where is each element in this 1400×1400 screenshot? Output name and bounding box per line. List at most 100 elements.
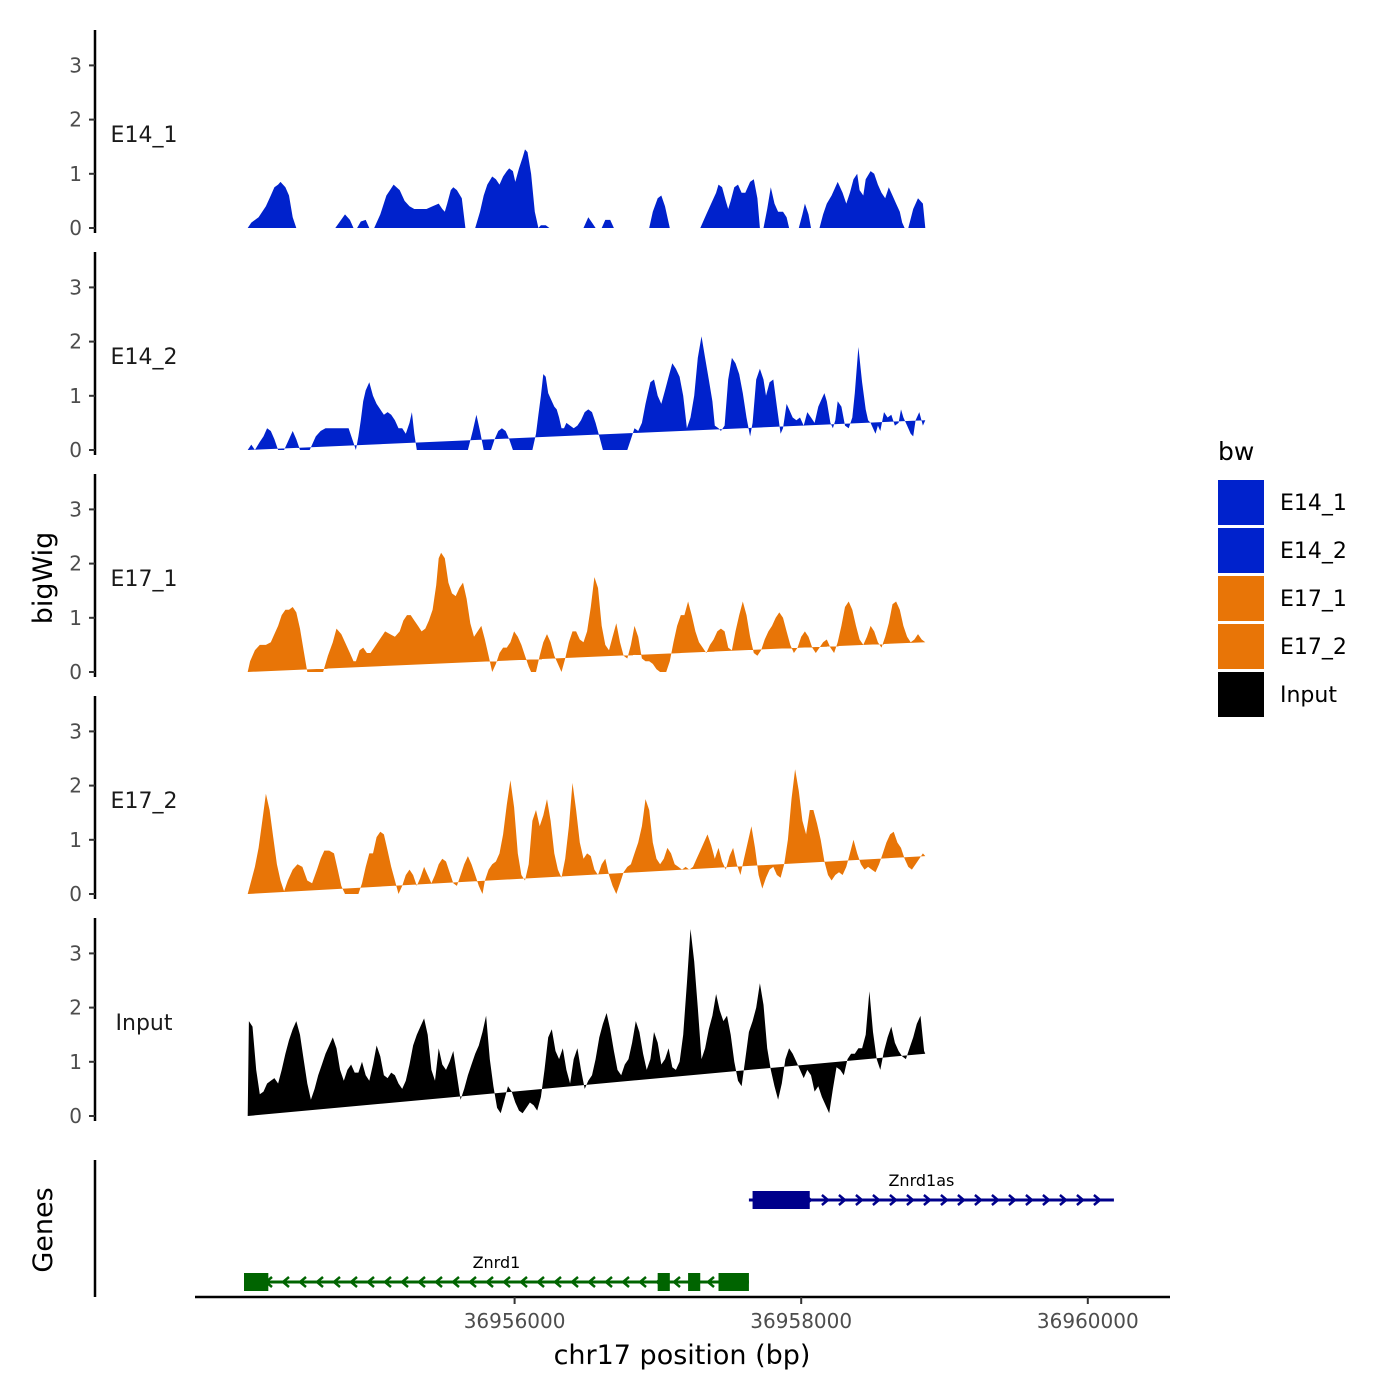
exon [718,1273,749,1291]
x-tick-label: 36958000 [750,1309,852,1333]
y-tick-label: 1 [69,384,82,408]
y-axis-title: bigWig [28,532,59,625]
area-E14_2 [247,336,926,450]
strand-arrow [366,1276,375,1288]
gene-Znrd1as: Znrd1as [748,1171,1114,1209]
strand-arrow [923,1194,932,1206]
exon [752,1191,810,1209]
gene-Znrd1: Znrd1 [244,1253,749,1291]
legend-label: E14_2 [1280,539,1347,564]
y-tick-label: 1 [69,828,82,852]
strand-arrow [1076,1194,1085,1206]
legend-swatch [1218,480,1264,525]
y-tick-label: 2 [69,552,82,576]
track-E17_1: 0 1 2 3 E17_1 [69,474,926,684]
strand-arrow [1042,1194,1051,1206]
legend-label: Input [1280,683,1337,708]
legend-label: E17_2 [1280,635,1347,660]
strand-arrow [502,1276,511,1288]
strand-arrow [553,1276,562,1288]
strand-arrow [821,1194,830,1206]
strand-arrow [315,1276,324,1288]
legend-swatch [1218,672,1264,717]
y-tick-label: 1 [69,162,82,186]
strand-arrow [519,1276,528,1288]
genes-axis-title: Genes [28,1187,59,1272]
legend-title: bw [1218,437,1254,466]
y-tick-label: 3 [69,275,82,299]
strand-arrow [855,1194,864,1206]
strand-arrow [383,1276,392,1288]
y-tick-label: 0 [69,438,82,462]
y-tick-label: 1 [69,1050,82,1074]
strand-arrow [349,1276,358,1288]
strand-arrow [468,1276,477,1288]
track-label: E14_2 [111,345,178,370]
strand-arrow [1093,1194,1102,1206]
strand-arrow [281,1276,290,1288]
legend-label: E14_1 [1280,491,1347,516]
strand-arrow [400,1276,409,1288]
area-E17_2 [247,769,926,894]
area-E17_1 [247,552,926,672]
legend-swatch [1218,528,1264,573]
strand-arrow [417,1276,426,1288]
y-tick-label: 2 [69,330,82,354]
strand-arrow [906,1194,915,1206]
y-tick-label: 0 [69,1104,82,1128]
y-tick-label: 3 [69,941,82,965]
strand-arrow [672,1276,681,1288]
strand-arrow [451,1276,460,1288]
area-Input [247,929,926,1116]
y-tick-label: 3 [69,497,82,521]
strand-arrow [485,1276,494,1288]
strand-arrow [621,1276,630,1288]
y-tick-label: 2 [69,108,82,132]
strand-arrow [570,1276,579,1288]
exon [657,1273,670,1291]
legend: bw E14_1 E14_2 E17_1 E17_2 Input [1218,437,1347,717]
strand-arrow [587,1276,596,1288]
strand-arrow [706,1276,715,1288]
strand-arrow [604,1276,613,1288]
tracks-group: 0 1 2 3 E14_1 0 1 2 3 E14_2 0 1 2 3 E17_1 0 1 2 3 E17_2 0 1 2 3… [69,30,926,1128]
track-Input: 0 1 2 3 Input [69,918,926,1128]
area-E14_1 [247,149,926,228]
strand-arrow [536,1276,545,1288]
exon [244,1273,269,1291]
legend-label: E17_1 [1280,587,1347,612]
strand-arrow [1008,1194,1017,1206]
strand-arrow [991,1194,1000,1206]
track-E17_2: 0 1 2 3 E17_2 [69,696,926,906]
legend-swatch [1218,576,1264,621]
track-label: E14_1 [111,123,178,148]
y-tick-label: 3 [69,719,82,743]
track-E14_2: 0 1 2 3 E14_2 [69,252,926,462]
genes-group: Znrd1 Znrd1as [93,1160,1114,1297]
strand-arrow [974,1194,983,1206]
y-tick-label: 0 [69,882,82,906]
x-tick-label: 36960000 [1037,1309,1139,1333]
track-label: E17_1 [111,567,178,592]
y-tick-label: 2 [69,774,82,798]
strand-arrow [838,1194,847,1206]
strand-arrow [1059,1194,1068,1206]
gene-label: Znrd1as [888,1171,954,1190]
track-label: E17_2 [111,789,178,814]
strand-arrow [872,1194,881,1206]
y-tick-label: 0 [69,660,82,684]
strand-arrow [332,1276,341,1288]
strand-arrow [638,1276,647,1288]
strand-arrow [1025,1194,1034,1206]
strand-arrow [889,1194,898,1206]
x-axis-title: chr17 position (bp) [554,1340,811,1371]
track-label: Input [116,1011,173,1036]
track-E14_1: 0 1 2 3 E14_1 [69,30,926,240]
x-tick-label: 36956000 [464,1309,566,1333]
x-axis: 36956000 36958000 36960000 [195,1295,1170,1333]
y-tick-label: 1 [69,606,82,630]
strand-arrow [434,1276,443,1288]
strand-arrow [298,1276,307,1288]
y-tick-label: 0 [69,216,82,240]
